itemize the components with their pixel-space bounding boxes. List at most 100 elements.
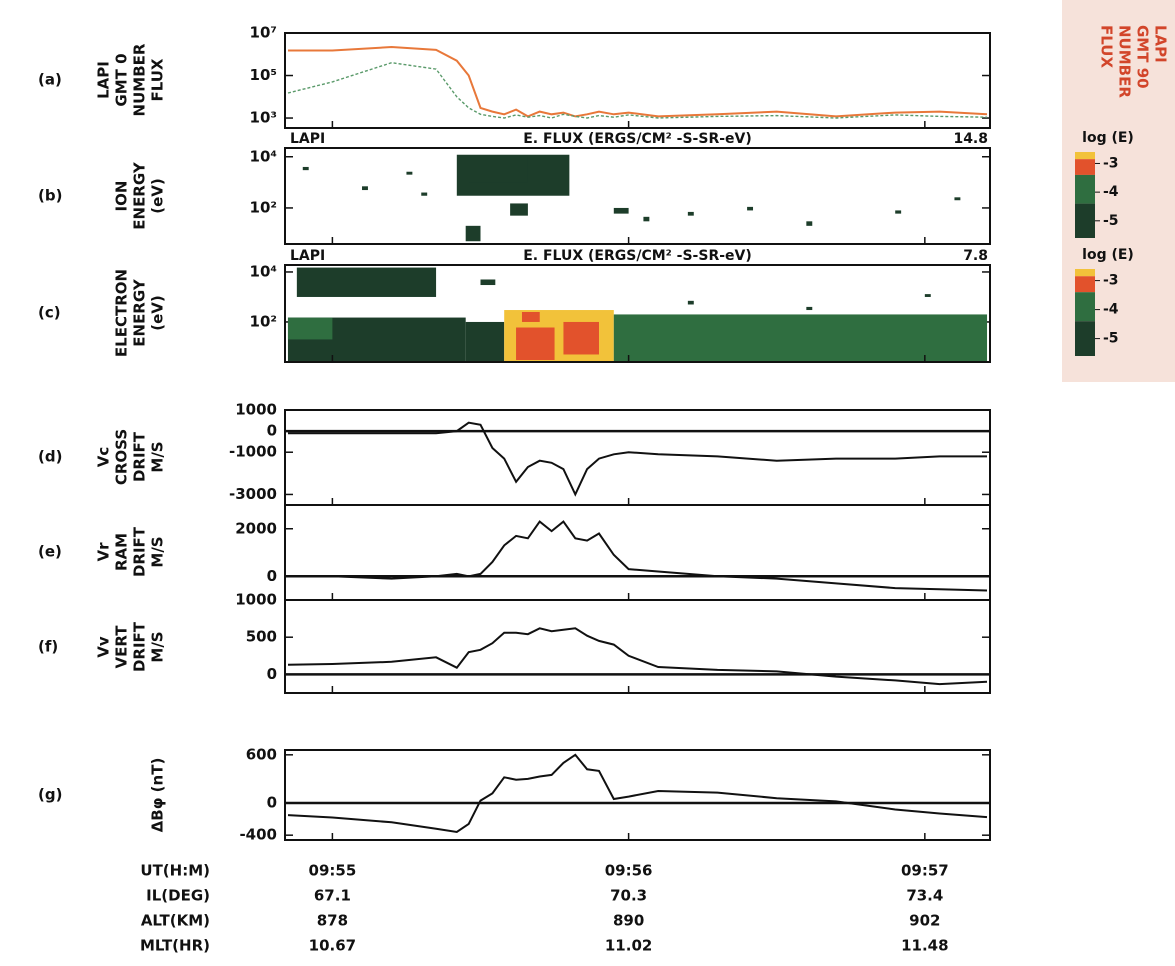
panel-label: (f) [38,638,58,656]
ephemeris-value: 878 [317,912,348,930]
y-tick-label: 1000 [235,591,277,609]
y-axis-label: Vv [95,636,113,658]
x-tick-label: 09:57 [901,862,949,880]
flux-cell [563,321,599,355]
y-axis-label: FLUX [149,58,167,101]
y-tick-label: 10⁴ [250,147,277,165]
ephemeris-value: 70.3 [610,887,647,905]
y-axis-label: DRIFT [131,621,149,672]
ephemeris-value: 67.1 [314,887,351,905]
y-tick-label: -400 [239,826,277,844]
y-tick-label: 0 [267,567,277,585]
panel-label: (a) [38,71,62,89]
y-tick-label: -1000 [229,443,277,461]
y-axis-label: M/S [149,441,167,472]
y-tick-label: 10⁴ [250,262,277,280]
panel-label: (g) [38,786,62,804]
y-axis-label: RAM [113,533,131,571]
colorbar-tick-label: -3 [1103,273,1119,289]
data-line [287,753,988,834]
plot-frame [284,409,991,506]
y-axis-label: ION [113,181,131,212]
plot-frame [284,147,991,245]
ephemeris-label: IL(DEG) [146,887,210,905]
y-axis-label: DRIFT [131,526,149,577]
flux-cell [468,156,528,183]
side-legend-label: FLUX [1098,25,1116,68]
colorbar-band [1075,269,1095,277]
flux-cell [465,321,505,362]
plot-frame [284,264,991,363]
colorbar-tick-label: -5 [1103,331,1119,347]
y-tick-label: 500 [246,628,277,646]
plot-frame [284,749,991,841]
ephemeris-value: 890 [613,912,644,930]
colorbar-band [1075,203,1095,238]
flux-cell [510,203,528,216]
y-tick-label: 10⁵ [250,66,277,84]
flux-cell [465,225,481,242]
plot-frame [284,32,991,129]
flux-cell [954,197,961,201]
flux-cell [643,216,650,222]
flux-cell [687,211,694,216]
data-line [287,61,988,119]
side-legend-label: NUMBER [1116,25,1134,98]
colorbar-tick-label: -3 [1103,155,1119,171]
y-axis-label: ENERGY [131,278,149,347]
ephemeris-value: 11.02 [605,937,652,955]
y-axis-label: CROSS [113,429,131,485]
ephemeris-value: 10.67 [309,937,356,955]
y-tick-label: 10² [250,198,277,216]
colorbar-title: log (E) [1082,247,1134,263]
colorbar-tick-label: -5 [1103,213,1119,229]
colorbar-tick-label: -4 [1103,184,1119,200]
y-axis-label: ELECTRON [113,269,131,357]
data-line [287,627,988,686]
panel-label: (e) [38,543,62,561]
colorbar-title: log (E) [1082,130,1134,146]
y-axis-label: NUMBER [131,43,149,116]
data-line [288,45,988,118]
header-left: LAPI [290,248,325,264]
y-axis-label: LAPI [95,61,113,99]
colorbar-band [1075,159,1095,175]
colorbar-band [1075,174,1095,204]
side-legend-label: LAPI [1152,25,1170,63]
colorbar-tick-label: -4 [1103,302,1119,318]
x-axis-label: UT(H:M) [140,862,210,880]
y-tick-label: 0 [267,794,277,812]
y-axis-label: (eV) [149,295,167,331]
y-tick-label: 600 [246,745,277,763]
flux-cell [895,210,902,214]
y-tick-label: 1000 [235,401,277,419]
y-axis-label: GMT 0 [113,53,131,106]
data-line [288,421,987,497]
flux-cell [302,166,309,171]
y-tick-label: 10² [250,312,277,330]
y-axis-label: DRIFT [131,431,149,482]
flux-cell [287,317,333,340]
flux-cell [613,314,988,362]
x-tick-label: 09:56 [605,862,653,880]
ephemeris-label: ALT(KM) [141,912,210,930]
header-right: 7.8 [963,248,988,264]
colorbar-band [1075,321,1095,356]
panel-label: (d) [38,448,62,466]
flux-cell [687,300,694,305]
y-tick-label: 2000 [235,519,277,537]
plot-frame [284,599,991,694]
y-tick-label: 0 [267,665,277,683]
flux-cell [521,312,540,322]
y-axis-label: M/S [149,631,167,662]
flux-cell [516,327,555,361]
colorbar-band [1075,292,1095,322]
ephemeris-value: 902 [909,912,940,930]
ephemeris-value: 73.4 [906,887,943,905]
y-axis-label: ΔBφ (nT) [149,758,167,833]
colorbar-band [1075,276,1095,293]
header-right: 14.8 [953,131,988,147]
flux-cell [480,279,496,286]
flux-cell [924,294,931,297]
